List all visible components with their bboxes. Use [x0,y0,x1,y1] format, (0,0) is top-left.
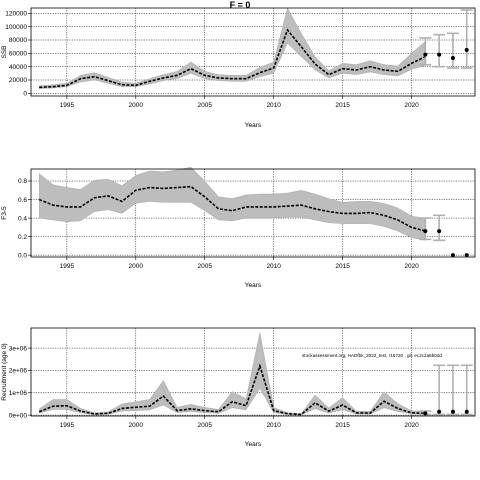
y-tick-label: 40000 [9,64,27,71]
x-tick-label: 1995 [60,102,75,109]
y-tick-label: 80000 [9,37,27,44]
y-tick-label: 2e+06 [9,368,28,375]
projection-point [423,52,428,57]
estimate-line [38,363,426,416]
y-axis-label: F3-5 [1,206,8,220]
source-annotation: stockassessment.org, HADfbk_2022_test, r… [302,353,442,358]
x-tick-label: 2005 [198,102,213,109]
projection-point [437,409,442,414]
chart-title: F = 0 [230,0,251,10]
x-tick-label: 2010 [266,263,281,270]
projection-point [450,253,455,258]
confidence-band [39,166,426,241]
x-axis-label: Years [245,122,262,129]
x-tick-label: 2015 [335,422,350,429]
x-tick-label: 1995 [60,263,75,270]
projection-point [437,52,442,57]
y-tick-label: 20000 [9,77,27,84]
projection-point [423,411,428,416]
x-tick-label: 2000 [129,102,144,109]
y-axis-label: Recruitment (age 0) [1,343,8,400]
y-tick-label: 60000 [9,51,27,58]
projection-point [464,409,469,414]
y-tick-label: 0.8 [18,178,27,185]
x-tick-label: 2005 [198,422,213,429]
x-tick-label: 2000 [129,422,144,429]
projection-point [423,229,428,234]
y-tick-label: 0 [23,91,27,98]
projection-point [464,48,469,52]
x-tick-label: 2000 [129,263,144,270]
x-tick-label: 2010 [266,422,281,429]
y-axis-label: SSB [1,45,8,58]
x-axis-label: Years [245,282,262,289]
plot-frame [30,168,476,258]
y-tick-label: 0.0 [18,252,27,259]
plot-frame [30,327,476,417]
plot-frame [30,7,476,97]
confidence-band [39,7,426,89]
x-tick-label: 2005 [198,263,213,270]
panel-ssb: 1995 2000 2005 2010 2015 2020 0 20000 40000 60000… [1,7,476,129]
panel-recruitment: 1995 2000 2005 2010 2015 2020 0e+00 1e+06 2e+06 3… [1,327,476,448]
y-tick-label: 0e+00 [9,412,28,419]
estimate-line [39,28,426,89]
y-tick-label: 3e+06 [9,345,28,352]
y-tick-label: 1e+06 [9,390,28,397]
estimate-line [38,185,426,232]
x-tick-label: 2015 [335,263,350,270]
x-tick-label: 2015 [335,102,350,109]
projection-point [464,253,469,258]
y-tick-label: 100000 [5,24,27,31]
x-tick-label: 2010 [266,102,281,109]
projection-point [450,56,455,60]
x-tick-label: 1995 [60,422,75,429]
y-tick-label: 0.2 [18,234,27,241]
x-axis-label: Years [245,441,262,448]
projection-point [450,409,455,414]
x-tick-label: 2020 [404,102,419,109]
y-tick-label: 0.6 [18,197,27,204]
y-tick-label: 120000 [5,11,27,18]
panel-fbar: 1995 2000 2005 2010 2015 2020 0.0 0.2 0.4 0.6 0.8 Y… [1,166,476,289]
x-tick-label: 2020 [404,422,419,429]
y-tick-label: 0.4 [18,215,27,222]
x-tick-label: 2020 [404,263,419,270]
projection-point [437,229,442,234]
